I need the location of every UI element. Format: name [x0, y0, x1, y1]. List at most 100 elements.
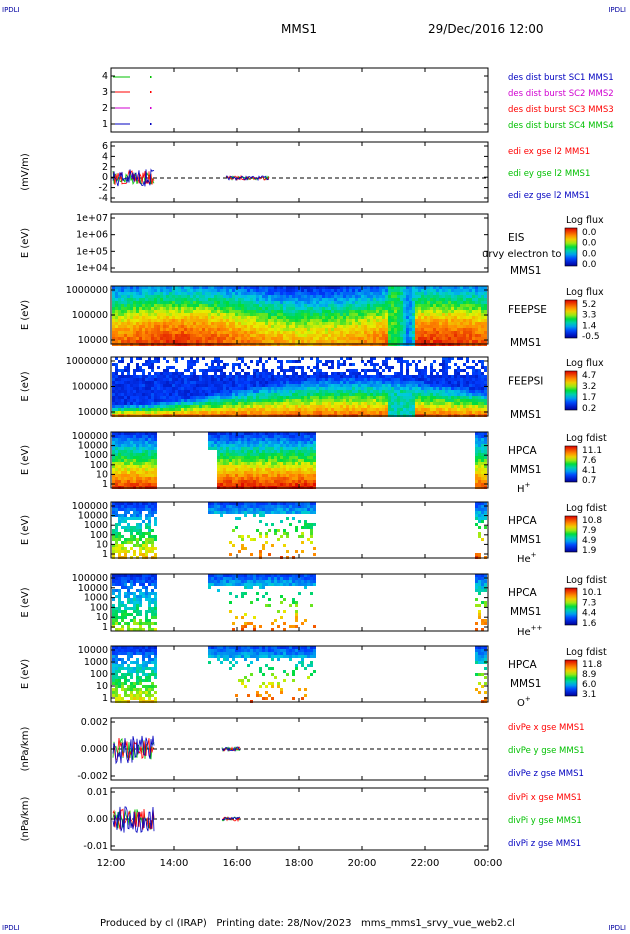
spectrogram-cell [310, 307, 313, 310]
spectrogram-cell [463, 328, 466, 331]
spectrogram-cell [124, 384, 127, 387]
spectrogram-cell [295, 405, 298, 408]
spectrogram-cell [121, 444, 124, 447]
spectrogram-cell [151, 402, 154, 405]
spectrogram-cell [235, 396, 238, 399]
spectrogram-cell [337, 310, 340, 313]
spectrogram-cell [298, 292, 301, 295]
spectrogram-cell [202, 298, 205, 301]
spectrogram-cell [271, 387, 274, 390]
spectrogram-cell [328, 313, 331, 316]
spectrogram-cell [196, 310, 199, 313]
spectrogram-cell [412, 408, 415, 411]
spectrogram-cell [349, 298, 352, 301]
spectrogram-cell [319, 292, 322, 295]
spectrogram-cell [184, 292, 187, 295]
spectrogram-cell [127, 366, 130, 369]
spectrogram-cell [460, 286, 463, 289]
spectrogram-cell [454, 399, 457, 402]
spectrogram-cell [454, 289, 457, 292]
spectrogram-cell [256, 372, 259, 375]
spectrogram-cell [370, 363, 373, 366]
spectrogram-cell [313, 390, 316, 393]
spectrogram-cell [424, 393, 427, 396]
spectrogram-cell [115, 471, 118, 474]
spectrogram-cell [331, 390, 334, 393]
spectrogram-cell [379, 286, 382, 289]
spectrogram-cell [220, 411, 223, 414]
spectrogram-cell [349, 295, 352, 298]
spectrogram-cell [478, 405, 481, 408]
spectrogram-cell [289, 408, 292, 411]
spectrogram-cell [454, 378, 457, 381]
spectrogram-cell [460, 390, 463, 393]
spectrogram-cell [181, 310, 184, 313]
spectrogram-cell [139, 322, 142, 325]
spectrogram-cell [241, 331, 244, 334]
spectrogram-cell [313, 396, 316, 399]
spectrogram-cell [469, 411, 472, 414]
spectrogram-cell [415, 363, 418, 366]
spectrogram-cell [421, 372, 424, 375]
spectrogram-cell [133, 340, 136, 343]
spectrogram-cell [127, 363, 130, 366]
spectrogram-cell [379, 408, 382, 411]
spectrogram-cell [301, 286, 304, 289]
spectrogram-cell [439, 334, 442, 337]
spectrogram-cell [121, 328, 124, 331]
spectrogram-cell [478, 307, 481, 310]
spectrogram-cell [361, 319, 364, 322]
spectrogram-cell [229, 337, 232, 340]
spectrogram-cell [112, 310, 115, 313]
spectrogram-cell [442, 357, 445, 360]
spectrogram-cell [418, 405, 421, 408]
spectrogram-cell [469, 399, 472, 402]
spectrogram-cell [211, 319, 214, 322]
spectrogram-cell [184, 310, 187, 313]
spectrogram-cell [301, 384, 304, 387]
spectrogram-cell [208, 402, 211, 405]
spectrogram-cell [160, 310, 163, 313]
spectrogram-cell [382, 289, 385, 292]
spectrogram-cell [373, 334, 376, 337]
spectrogram-cell [232, 307, 235, 310]
spectrogram-cell [193, 295, 196, 298]
spectrogram-cell [367, 310, 370, 313]
spectrogram-cell [382, 328, 385, 331]
spectrogram-cell [238, 363, 241, 366]
spectrogram-cell [274, 396, 277, 399]
spectrogram-cell [475, 384, 478, 387]
colorbar [564, 370, 578, 411]
spectrogram-cell [382, 331, 385, 334]
spectrogram-cell [478, 331, 481, 334]
spectrogram-cell [118, 447, 121, 450]
spectrogram-cell [439, 399, 442, 402]
spectrogram-cell [457, 399, 460, 402]
spectrogram-cell [202, 387, 205, 390]
spectrogram-cell [184, 375, 187, 378]
spectrogram-cell [274, 337, 277, 340]
spectrogram-cell [166, 381, 169, 384]
spectrogram-cell [322, 337, 325, 340]
spectrogram-cell [286, 378, 289, 381]
spectrogram-cell [478, 319, 481, 322]
spectrogram-cell [190, 340, 193, 343]
spectrogram-cell [124, 307, 127, 310]
spectrogram-cell [358, 387, 361, 390]
spectrogram-cell [148, 402, 151, 405]
spectrogram-cell [283, 405, 286, 408]
spectrogram-cell [316, 292, 319, 295]
spectrogram-cell [379, 390, 382, 393]
spectrogram-cell [340, 316, 343, 319]
spectrogram-cell [241, 405, 244, 408]
spectrogram-cell [391, 405, 394, 408]
spectrogram-cell [244, 396, 247, 399]
spectrogram-cell [310, 286, 313, 289]
y-axis-label: E (eV) [20, 228, 31, 258]
spectrogram-cell [187, 387, 190, 390]
spectrogram-cell [346, 337, 349, 340]
spectrogram-cell [178, 289, 181, 292]
spectrogram-cell [472, 372, 475, 375]
spectrogram-cell [319, 372, 322, 375]
spectrogram-cell [121, 289, 124, 292]
